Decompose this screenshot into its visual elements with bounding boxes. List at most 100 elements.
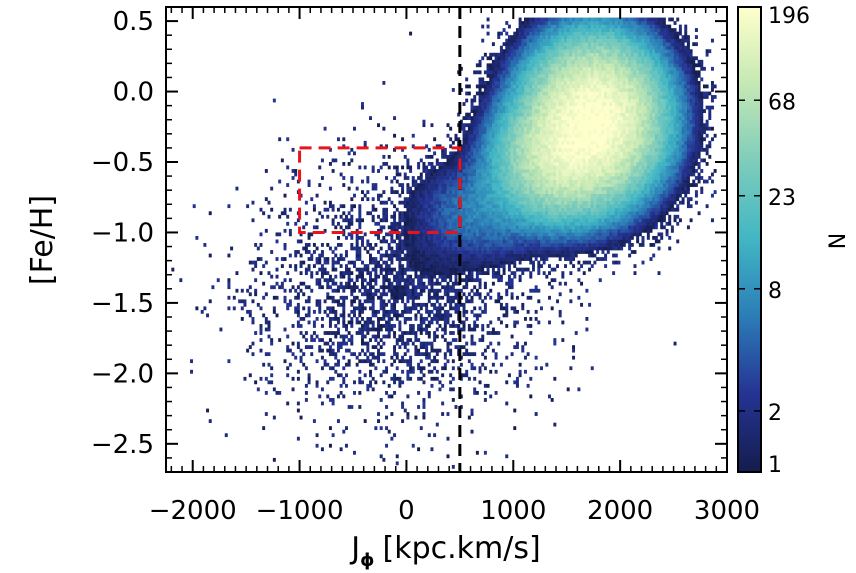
density-bin xyxy=(558,24,562,29)
density-bin xyxy=(411,228,415,233)
density-bin xyxy=(438,165,442,170)
density-bin xyxy=(491,158,495,163)
density-bin xyxy=(411,232,415,237)
density-bin xyxy=(377,264,381,268)
density-bin xyxy=(275,390,279,395)
density-bin xyxy=(403,288,407,293)
density-bin xyxy=(526,235,530,240)
density-bin xyxy=(227,285,231,290)
density-bin xyxy=(486,214,490,219)
density-bin xyxy=(459,250,463,254)
density-bin xyxy=(558,17,562,22)
density-bin xyxy=(502,218,506,223)
density-bin xyxy=(561,197,565,202)
density-bin xyxy=(353,450,356,455)
density-bin xyxy=(470,327,474,332)
density-bin xyxy=(371,352,375,357)
density-bin xyxy=(534,250,538,254)
density-bin xyxy=(550,253,554,258)
density-bin xyxy=(529,193,533,198)
density-bin xyxy=(550,398,554,402)
density-bin xyxy=(523,133,527,138)
density-bin xyxy=(505,42,509,47)
density-bin xyxy=(526,88,530,92)
density-bin xyxy=(387,267,391,272)
density-bin xyxy=(473,109,477,113)
density-bin xyxy=(558,246,562,251)
density-bin xyxy=(433,288,437,293)
density-bin xyxy=(433,271,437,276)
density-bin xyxy=(486,73,490,78)
density-bin xyxy=(558,221,562,226)
density-bin xyxy=(342,288,346,293)
density-bin xyxy=(558,158,562,163)
density-bin xyxy=(483,105,487,110)
density-bin xyxy=(483,366,487,371)
density-bin xyxy=(521,193,525,198)
density-bin xyxy=(334,260,338,265)
density-bin xyxy=(315,302,319,307)
density-bin xyxy=(499,88,503,92)
density-bin xyxy=(465,257,469,261)
density-bin xyxy=(312,309,316,314)
density-bin xyxy=(409,200,413,205)
density-bin xyxy=(395,225,399,230)
density-bin xyxy=(515,133,519,138)
density-bin xyxy=(545,179,549,184)
density-bin xyxy=(540,116,543,121)
density-bin xyxy=(409,359,413,364)
density-bin xyxy=(556,84,559,89)
density-bin xyxy=(395,313,399,318)
density-bin xyxy=(542,116,546,121)
density-bin xyxy=(454,162,458,166)
density-bin xyxy=(390,239,394,244)
density-bin xyxy=(350,218,354,223)
density-bin xyxy=(465,246,469,251)
density-bin xyxy=(521,77,525,82)
density-bin xyxy=(443,285,447,290)
density-bin xyxy=(510,144,514,149)
density-bin xyxy=(505,204,509,209)
density-bin xyxy=(523,232,527,237)
density-bin xyxy=(454,405,458,409)
density-bin xyxy=(419,214,423,219)
density-bin xyxy=(510,158,514,163)
density-bin xyxy=(518,243,522,247)
density-bin xyxy=(545,172,549,177)
density-bin xyxy=(561,109,565,113)
density-bin xyxy=(350,278,354,283)
density-bin xyxy=(529,24,533,29)
density-bin xyxy=(534,45,538,50)
density-bin xyxy=(422,401,426,406)
density-bin xyxy=(540,246,543,251)
density-bin xyxy=(505,59,509,64)
density-bin xyxy=(545,214,549,219)
density-bin xyxy=(521,59,525,64)
density-bin xyxy=(467,232,471,237)
density-bin xyxy=(369,352,372,357)
density-bin xyxy=(467,200,471,205)
density-bin xyxy=(422,405,426,409)
density-bin xyxy=(531,264,535,268)
density-bin xyxy=(363,359,367,364)
density-bin xyxy=(427,147,431,152)
density-bin xyxy=(342,144,346,149)
density-bin xyxy=(459,190,463,194)
density-bin xyxy=(505,214,509,219)
density-bin xyxy=(507,102,511,106)
density-bin xyxy=(358,313,362,318)
density-bin xyxy=(529,98,533,103)
density-bin xyxy=(243,376,247,381)
density-bin xyxy=(497,56,501,61)
density-bin xyxy=(537,221,541,226)
density-bin xyxy=(382,306,386,311)
density-bin xyxy=(481,299,485,304)
density-bin xyxy=(454,338,458,342)
density-bin xyxy=(427,257,431,261)
density-bin xyxy=(387,253,391,258)
density-bin xyxy=(515,383,519,388)
density-bin xyxy=(542,176,546,180)
density-bin xyxy=(361,239,364,244)
density-bin xyxy=(451,376,455,381)
density-bin xyxy=(478,295,482,300)
